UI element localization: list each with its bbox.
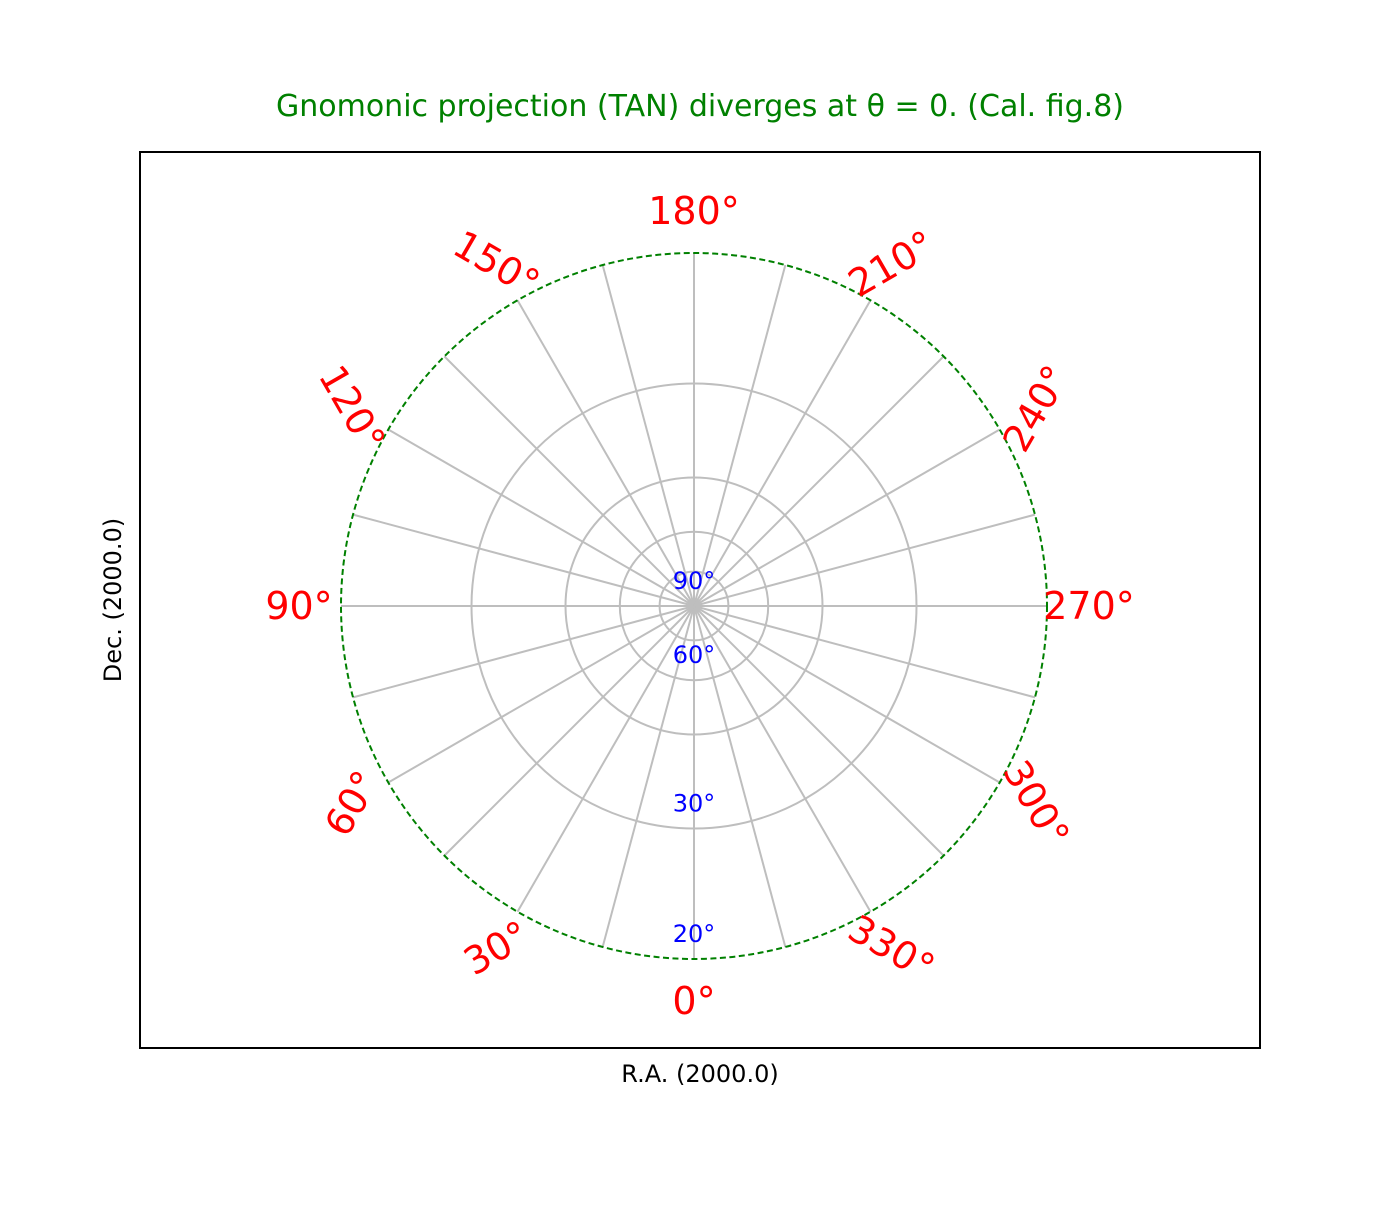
ra-meridian-45 — [443, 605, 695, 857]
dec-parallel-45 — [564, 476, 824, 736]
ra-meridian-120 — [387, 428, 695, 607]
y-axis-label: Dec. (2000.0) — [99, 518, 127, 682]
ra-label-90: 90° — [265, 584, 332, 628]
ra-label-0: 0° — [672, 979, 715, 1023]
ra-meridian-315 — [693, 605, 945, 857]
ra-label-270: 270° — [1043, 584, 1135, 628]
boundary — [340, 252, 1048, 960]
ra-meridian-225 — [693, 355, 945, 607]
dec-parallel-60 — [618, 530, 770, 682]
ra-meridian-30 — [516, 605, 695, 913]
dec-label-60: 60° — [673, 641, 716, 669]
dec-label-30: 30° — [673, 790, 716, 818]
ra-meridian-195 — [693, 264, 787, 607]
ra-meridian-240 — [693, 428, 1001, 607]
ra-meridian-15 — [601, 605, 695, 948]
boundary-circle-dec-20 — [340, 252, 1048, 960]
ra-meridian-345 — [693, 605, 787, 948]
ra-meridian-60 — [387, 605, 695, 784]
dec-label-20: 20° — [673, 920, 716, 948]
ra-meridian-135 — [443, 355, 695, 607]
ra-meridian-105 — [352, 513, 695, 607]
ra-meridian-150 — [516, 299, 695, 607]
graticule — [341, 253, 1047, 959]
ra-meridian-165 — [601, 264, 695, 607]
dec-parallel-30 — [470, 382, 918, 830]
x-axis-label: R.A. (2000.0) — [621, 1060, 778, 1088]
chart-title: Gnomonic projection (TAN) diverges at θ … — [276, 89, 1124, 124]
dec-parallel-75 — [658, 570, 730, 642]
ra-meridian-300 — [693, 605, 1001, 784]
ra-meridian-330 — [693, 605, 872, 913]
ra-meridian-75 — [352, 605, 695, 699]
dec-label-90: 90° — [673, 567, 716, 595]
ra-meridian-255 — [693, 513, 1036, 607]
ra-meridian-210 — [693, 299, 872, 607]
ra-meridian-285 — [693, 605, 1036, 699]
axes-frame — [139, 151, 1261, 1049]
ra-label-180: 180° — [648, 189, 740, 233]
